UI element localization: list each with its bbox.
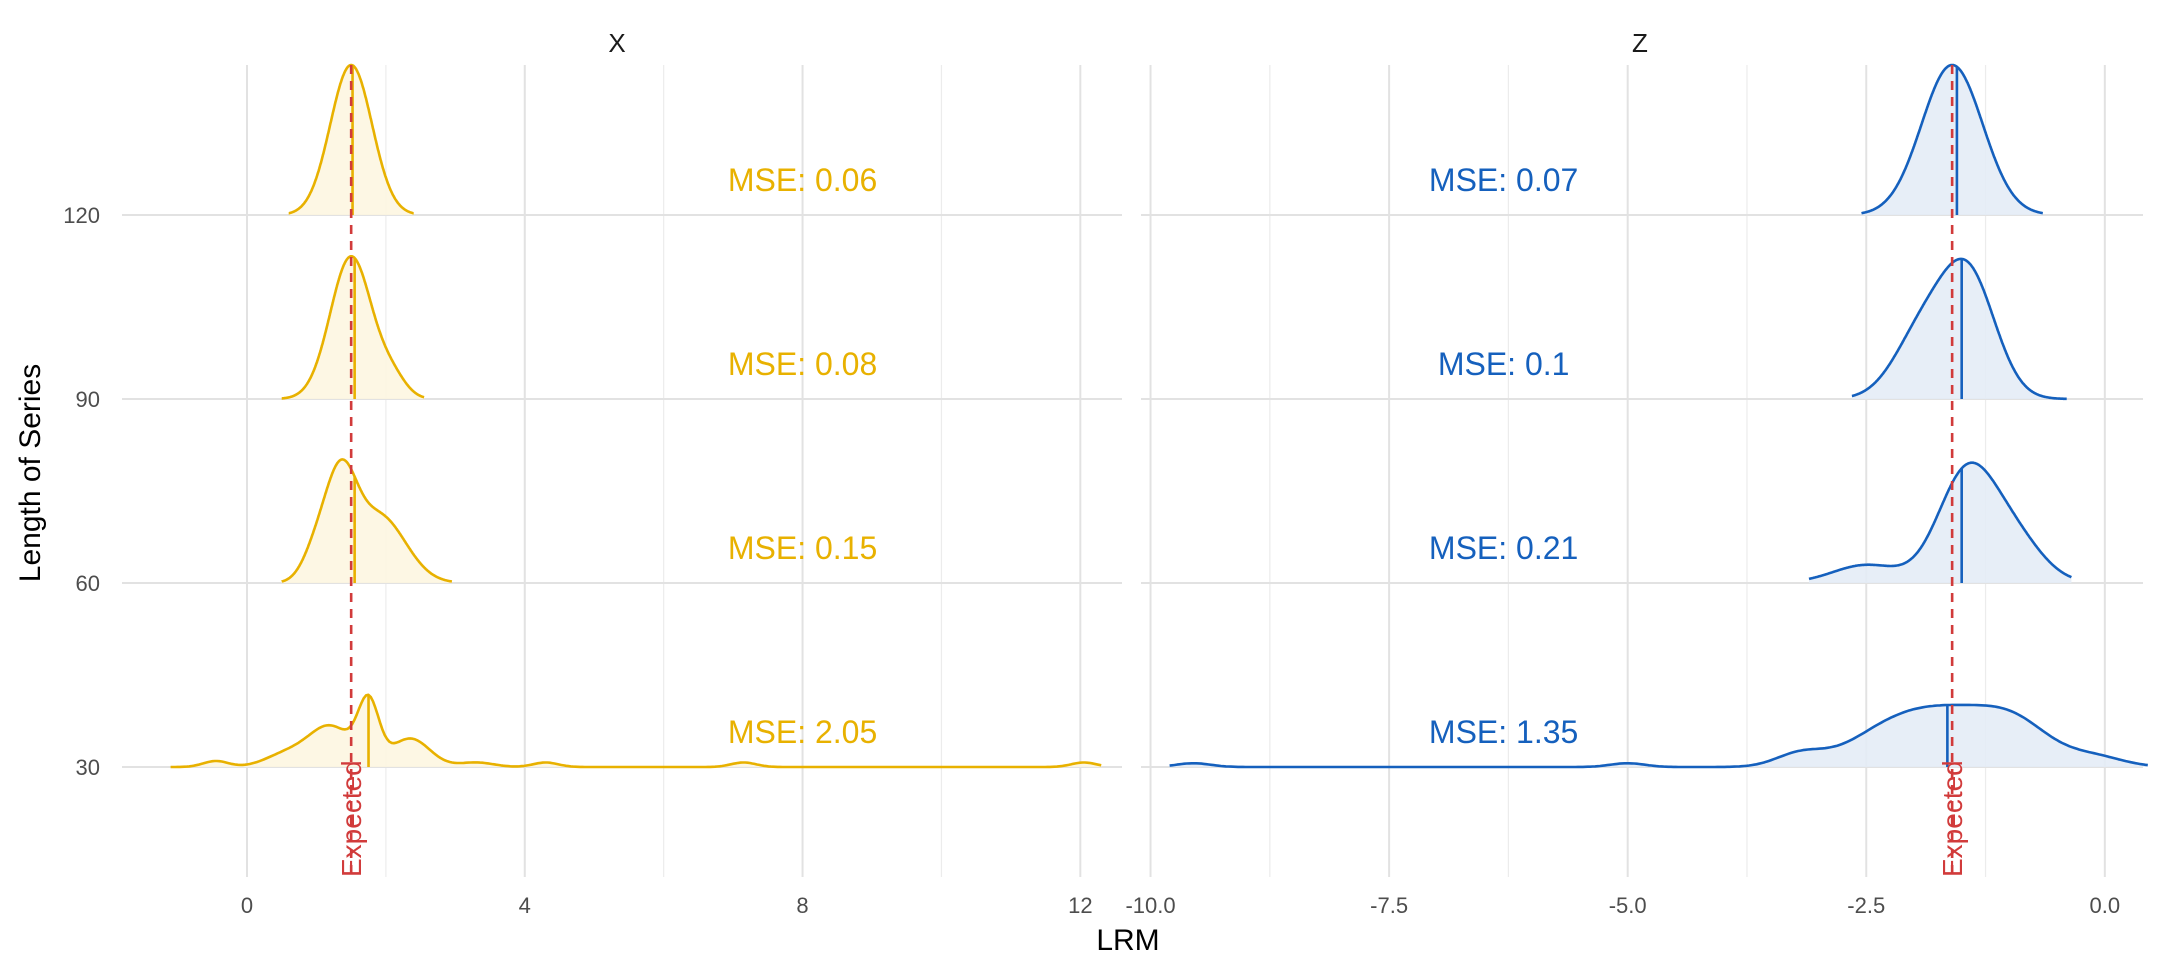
panel-z-title: Z xyxy=(1632,28,1648,58)
y-axis-ticks: 30 60 90 120 xyxy=(63,203,100,780)
panel-z-labels: -10.0 -7.5 -5.0 -2.5 0.0 MSE: 0.07 MSE: 0.1 MSE… xyxy=(1125,65,2120,918)
y-axis-title: Length of Series xyxy=(14,364,47,582)
expected-label: Expected xyxy=(1937,760,1968,877)
panel-x-grid xyxy=(122,65,1122,877)
density-area-30 xyxy=(170,694,1102,767)
panel-z: -10.0 -7.5 -5.0 -2.5 0.0 MSE: 0.07 MSE: 0.1 MSE… xyxy=(1125,28,2148,918)
x-tick-label: 0.0 xyxy=(2090,893,2121,918)
density-area-60 xyxy=(281,459,452,583)
y-tick-label: 90 xyxy=(76,387,100,412)
mse-label-90: MSE: 0.1 xyxy=(1438,346,1570,382)
mse-label-90: MSE: 0.08 xyxy=(728,346,877,382)
mse-label-120: MSE: 0.07 xyxy=(1429,162,1578,198)
panel-x-labels: 0 4 8 12 MSE: 0.06 MSE: 0.08 MSE: 0.15 MSE: 2.0… xyxy=(241,65,1093,918)
density-area-30 xyxy=(1169,704,2148,767)
density-line-90 xyxy=(1851,257,2068,401)
y-tick-label: 120 xyxy=(63,203,100,228)
mse-label-120: MSE: 0.06 xyxy=(728,162,877,198)
density-area-60 xyxy=(1809,462,2072,583)
mse-label-60: MSE: 0.15 xyxy=(728,530,877,566)
density-line-60 xyxy=(280,458,453,583)
density-line-90 xyxy=(280,255,425,400)
density-line-30 xyxy=(1169,703,2148,769)
panel-x: 0 4 8 12 MSE: 0.06 MSE: 0.08 MSE: 0.15 MSE: 2.0… xyxy=(122,28,1122,918)
mse-label-30: MSE: 1.35 xyxy=(1429,714,1578,750)
panel-x-ridges xyxy=(170,63,1102,769)
x-tick-label: -7.5 xyxy=(1370,893,1408,918)
panel-x-title: X xyxy=(608,28,625,58)
density-line-60 xyxy=(1808,461,2073,581)
expected-label: Expected xyxy=(336,760,367,877)
x-tick-label: -2.5 xyxy=(1847,893,1885,918)
x-tick-label: -5.0 xyxy=(1609,893,1647,918)
density-line-30 xyxy=(170,693,1102,769)
density-area-120 xyxy=(288,65,414,215)
mse-label-30: MSE: 2.05 xyxy=(728,714,877,750)
y-tick-label: 60 xyxy=(76,571,100,596)
x-tick-label: 12 xyxy=(1068,893,1092,918)
x-tick-label: 8 xyxy=(796,893,808,918)
x-tick-label: 0 xyxy=(241,893,253,918)
panel-z-ridges xyxy=(1169,63,2148,769)
mse-label-60: MSE: 0.21 xyxy=(1429,530,1578,566)
x-tick-label: -10.0 xyxy=(1125,893,1175,918)
x-tick-label: 4 xyxy=(519,893,531,918)
density-area-120 xyxy=(1861,65,2043,215)
x-axis-title: LRM xyxy=(1096,924,1159,957)
y-tick-label: 30 xyxy=(76,755,100,780)
density-area-90 xyxy=(1851,258,2067,399)
panel-z-grid xyxy=(1141,65,2143,877)
